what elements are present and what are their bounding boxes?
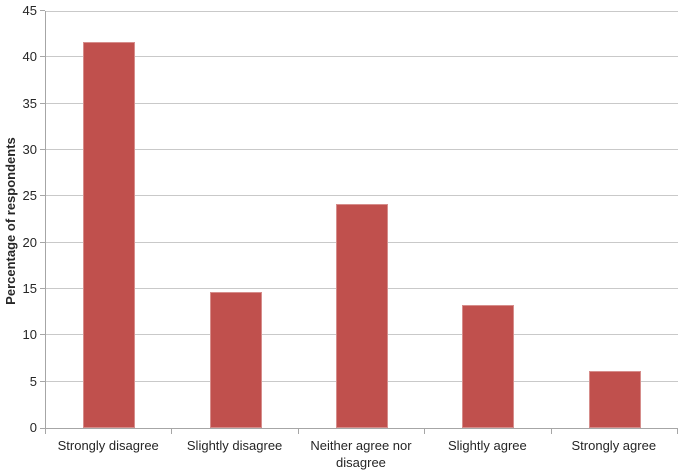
y-axis-tick-label: 10 [22, 327, 37, 343]
y-axis-tick-label: 40 [22, 49, 37, 65]
y-axis-tick-mark [40, 149, 45, 150]
plot-area [45, 11, 678, 429]
bar-2 [209, 291, 262, 428]
x-axis-tick-mark [45, 429, 46, 434]
y-axis-tick-label: 20 [22, 234, 37, 250]
y-axis-tick-label: 5 [29, 373, 37, 389]
bar-4 [462, 304, 515, 428]
y-axis-tick-label: 30 [22, 142, 37, 157]
gridline-y-40 [46, 56, 678, 58]
x-axis-tick-mark [424, 429, 425, 434]
x-axis-tick-mark [551, 429, 552, 434]
x-axis-tick-mark [677, 429, 678, 434]
y-axis-tick-mark [40, 56, 45, 58]
y-axis-tick-label: 25 [22, 188, 37, 204]
y-axis-tick-label: 0 [29, 420, 37, 435]
bar-5 [588, 371, 641, 428]
x-axis-label: Neither agree nor disagree [310, 438, 412, 470]
y-axis-tick-mark [40, 10, 45, 11]
y-axis-tick-mark [40, 288, 45, 289]
y-axis-title: Percentage of respondents [3, 137, 18, 305]
y-axis-tick-mark [40, 195, 45, 197]
gridline-y-30 [46, 149, 678, 150]
x-axis-tick-mark [171, 429, 172, 434]
x-axis-label: Strongly disagree [57, 438, 159, 453]
gridline-y-45 [46, 11, 678, 12]
y-axis-tick-mark [40, 102, 45, 104]
y-axis-tick-mark [40, 380, 45, 382]
bar-3 [336, 203, 388, 428]
gridline-y-25 [46, 195, 678, 197]
gridline-y-35 [46, 102, 678, 104]
x-axis-label: Slightly disagree [186, 438, 283, 453]
y-axis-tick-label: 45 [22, 3, 37, 18]
y-axis-tick-mark [40, 428, 45, 429]
y-axis-tick-label: 15 [22, 281, 37, 296]
y-axis-tick-mark [40, 334, 45, 336]
y-axis-tick-mark [40, 241, 45, 243]
x-axis-tick-mark [298, 429, 299, 434]
x-axis-label: Slightly agree [447, 438, 527, 453]
x-axis-label: Strongly agree [571, 438, 657, 453]
bar-1 [83, 41, 136, 428]
y-axis-tick-label: 35 [22, 95, 37, 111]
